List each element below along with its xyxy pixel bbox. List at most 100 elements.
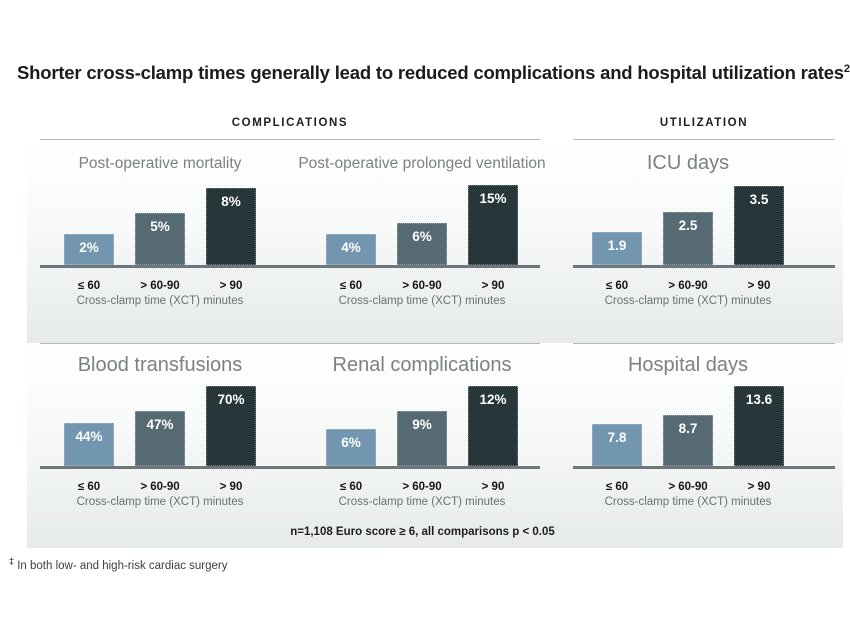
bars-group: 44% 47% 70% [30,379,290,466]
bar: 7.8 [592,424,642,466]
page-title-superscript: 2‡ [843,62,850,75]
bar: 13.6 [734,386,784,466]
bar-value-label: 4% [341,240,361,255]
tick-label: > 60-90 [668,280,708,292]
bar-value-label: 44% [75,429,103,444]
bar: 6% [397,223,447,265]
chart-title: Blood transfusions [77,354,243,376]
axis-caption: Cross-clamp time (XCT) minutes [76,295,244,307]
bar-value-label: 9% [412,417,432,432]
bars-group: 6% 9% 12% [292,379,552,466]
tick-label: > 60-90 [140,280,180,292]
bar: 5% [135,213,185,265]
bar: 9% [397,411,447,466]
footnote: ‡ In both low- and high-risk cardiac sur… [9,556,228,572]
bar: 2% [64,234,114,265]
axis-tick-row: ≤ 60 > 60-90 > 90 [292,481,552,493]
chart-title: Hospital days [627,354,749,376]
bar-value-label: 3.5 [749,192,769,207]
axis-caption: Cross-clamp time (XCT) minutes [604,295,772,307]
axis-baseline [40,466,540,469]
bars-group: 7.8 8.7 13.6 [558,379,818,466]
tick-label: ≤ 60 [605,481,629,493]
bar: 8% [206,188,256,265]
tick-label: > 60-90 [668,481,708,493]
bar-value-label: 12% [479,392,507,407]
chart-title: Post-operative prolonged ventilation [298,155,546,172]
bar-value-label: 15% [479,191,507,206]
tick-label: > 90 [219,280,243,292]
tick-label: > 60-90 [402,481,442,493]
tick-label: > 60-90 [140,481,180,493]
bar-value-label: 47% [146,417,174,432]
bar: 6% [326,429,376,466]
axis-caption: Cross-clamp time (XCT) minutes [338,295,506,307]
footer-note: n=1,108 Euro score ≥ 6, all comparisons … [290,526,555,538]
bar-value-label: 1.9 [607,238,627,253]
chart-title: Renal complications [332,354,512,376]
chart-title: ICU days [646,152,730,174]
bar-value-label: 6% [412,229,432,244]
tick-label: ≤ 60 [605,280,629,292]
bar-value-label: 8.7 [678,421,698,436]
chart-post-operative-prolonged-ventilation: Post-operative prolonged ventilation 4% 6… [292,150,552,307]
chart-post-operative-mortality: Post-operative mortality 2% 5% 8% ≤ 60 > 60… [30,150,290,307]
tick-label: ≤ 60 [77,280,101,292]
footnote-text: In both low- and high-risk cardiac surge… [14,559,228,572]
axis-caption: Cross-clamp time (XCT) minutes [338,496,506,508]
axis-caption: Cross-clamp time (XCT) minutes [76,496,244,508]
tick-label: ≤ 60 [339,280,363,292]
bar-value-label: 8% [221,194,241,209]
bar: 4% [326,234,376,265]
bar: 2.5 [663,212,713,265]
chart-blood-transfusions: Blood transfusions 44% 47% 70% ≤ 60 > 60-90… [30,352,290,508]
bar: 15% [468,185,518,265]
bar-value-label: 5% [150,219,170,234]
tick-label: > 90 [481,481,505,493]
axis-tick-row: ≤ 60 > 60-90 > 90 [292,280,552,292]
bar-value-label: 13.6 [745,392,773,407]
divider-line [40,343,540,344]
tick-label: > 90 [481,280,505,292]
bars-group: 2% 5% 8% [30,177,290,265]
section-header-utilization: UTILIZATION [659,117,749,129]
axis-caption: Cross-clamp time (XCT) minutes [604,496,772,508]
bar: 12% [468,386,518,466]
divider-line [40,139,540,140]
bar-value-label: 7.8 [607,430,627,445]
axis-baseline [40,265,540,268]
bars-group: 4% 6% 15% [292,177,552,265]
page-title-text: Shorter cross-clamp times generally lead… [17,62,844,83]
axis-tick-row: ≤ 60 > 60-90 > 90 [30,481,290,493]
divider-line [573,139,835,140]
bar: 70% [206,386,256,466]
axis-baseline [573,466,835,469]
bar: 8.7 [663,415,713,466]
divider-line [573,343,835,344]
bar-value-label: 6% [341,435,361,450]
bar-value-label: 2% [79,240,99,255]
tick-label: ≤ 60 [77,481,101,493]
tick-label: > 90 [747,280,771,292]
chart-title: Post-operative mortality [78,155,242,172]
bars-group: 1.9 2.5 3.5 [558,177,818,265]
bar-value-label: 70% [217,392,245,407]
tick-label: > 90 [219,481,243,493]
bar: 1.9 [592,232,642,265]
footnote-symbol: ‡ [9,556,15,566]
bar: 44% [64,423,114,466]
bar: 3.5 [734,186,784,265]
chart-icu-days: ICU days 1.9 2.5 3.5 ≤ 60 > 60-90 > 90 Cross… [558,150,818,307]
bar: 47% [135,411,185,466]
axis-tick-row: ≤ 60 > 60-90 > 90 [30,280,290,292]
page-title: Shorter cross-clamp times generally lead… [17,62,850,84]
tick-label: > 90 [747,481,771,493]
bar-value-label: 2.5 [678,218,698,233]
axis-baseline [573,265,835,268]
tick-label: > 60-90 [402,280,442,292]
chart-hospital-days: Hospital days 7.8 8.7 13.6 ≤ 60 > 60-90 > 90… [558,352,818,508]
section-header-complications: COMPLICATIONS [231,117,349,129]
axis-tick-row: ≤ 60 > 60-90 > 90 [558,481,818,493]
chart-renal-complications: Renal complications 6% 9% 12% ≤ 60 > 60-90 >… [292,352,552,508]
